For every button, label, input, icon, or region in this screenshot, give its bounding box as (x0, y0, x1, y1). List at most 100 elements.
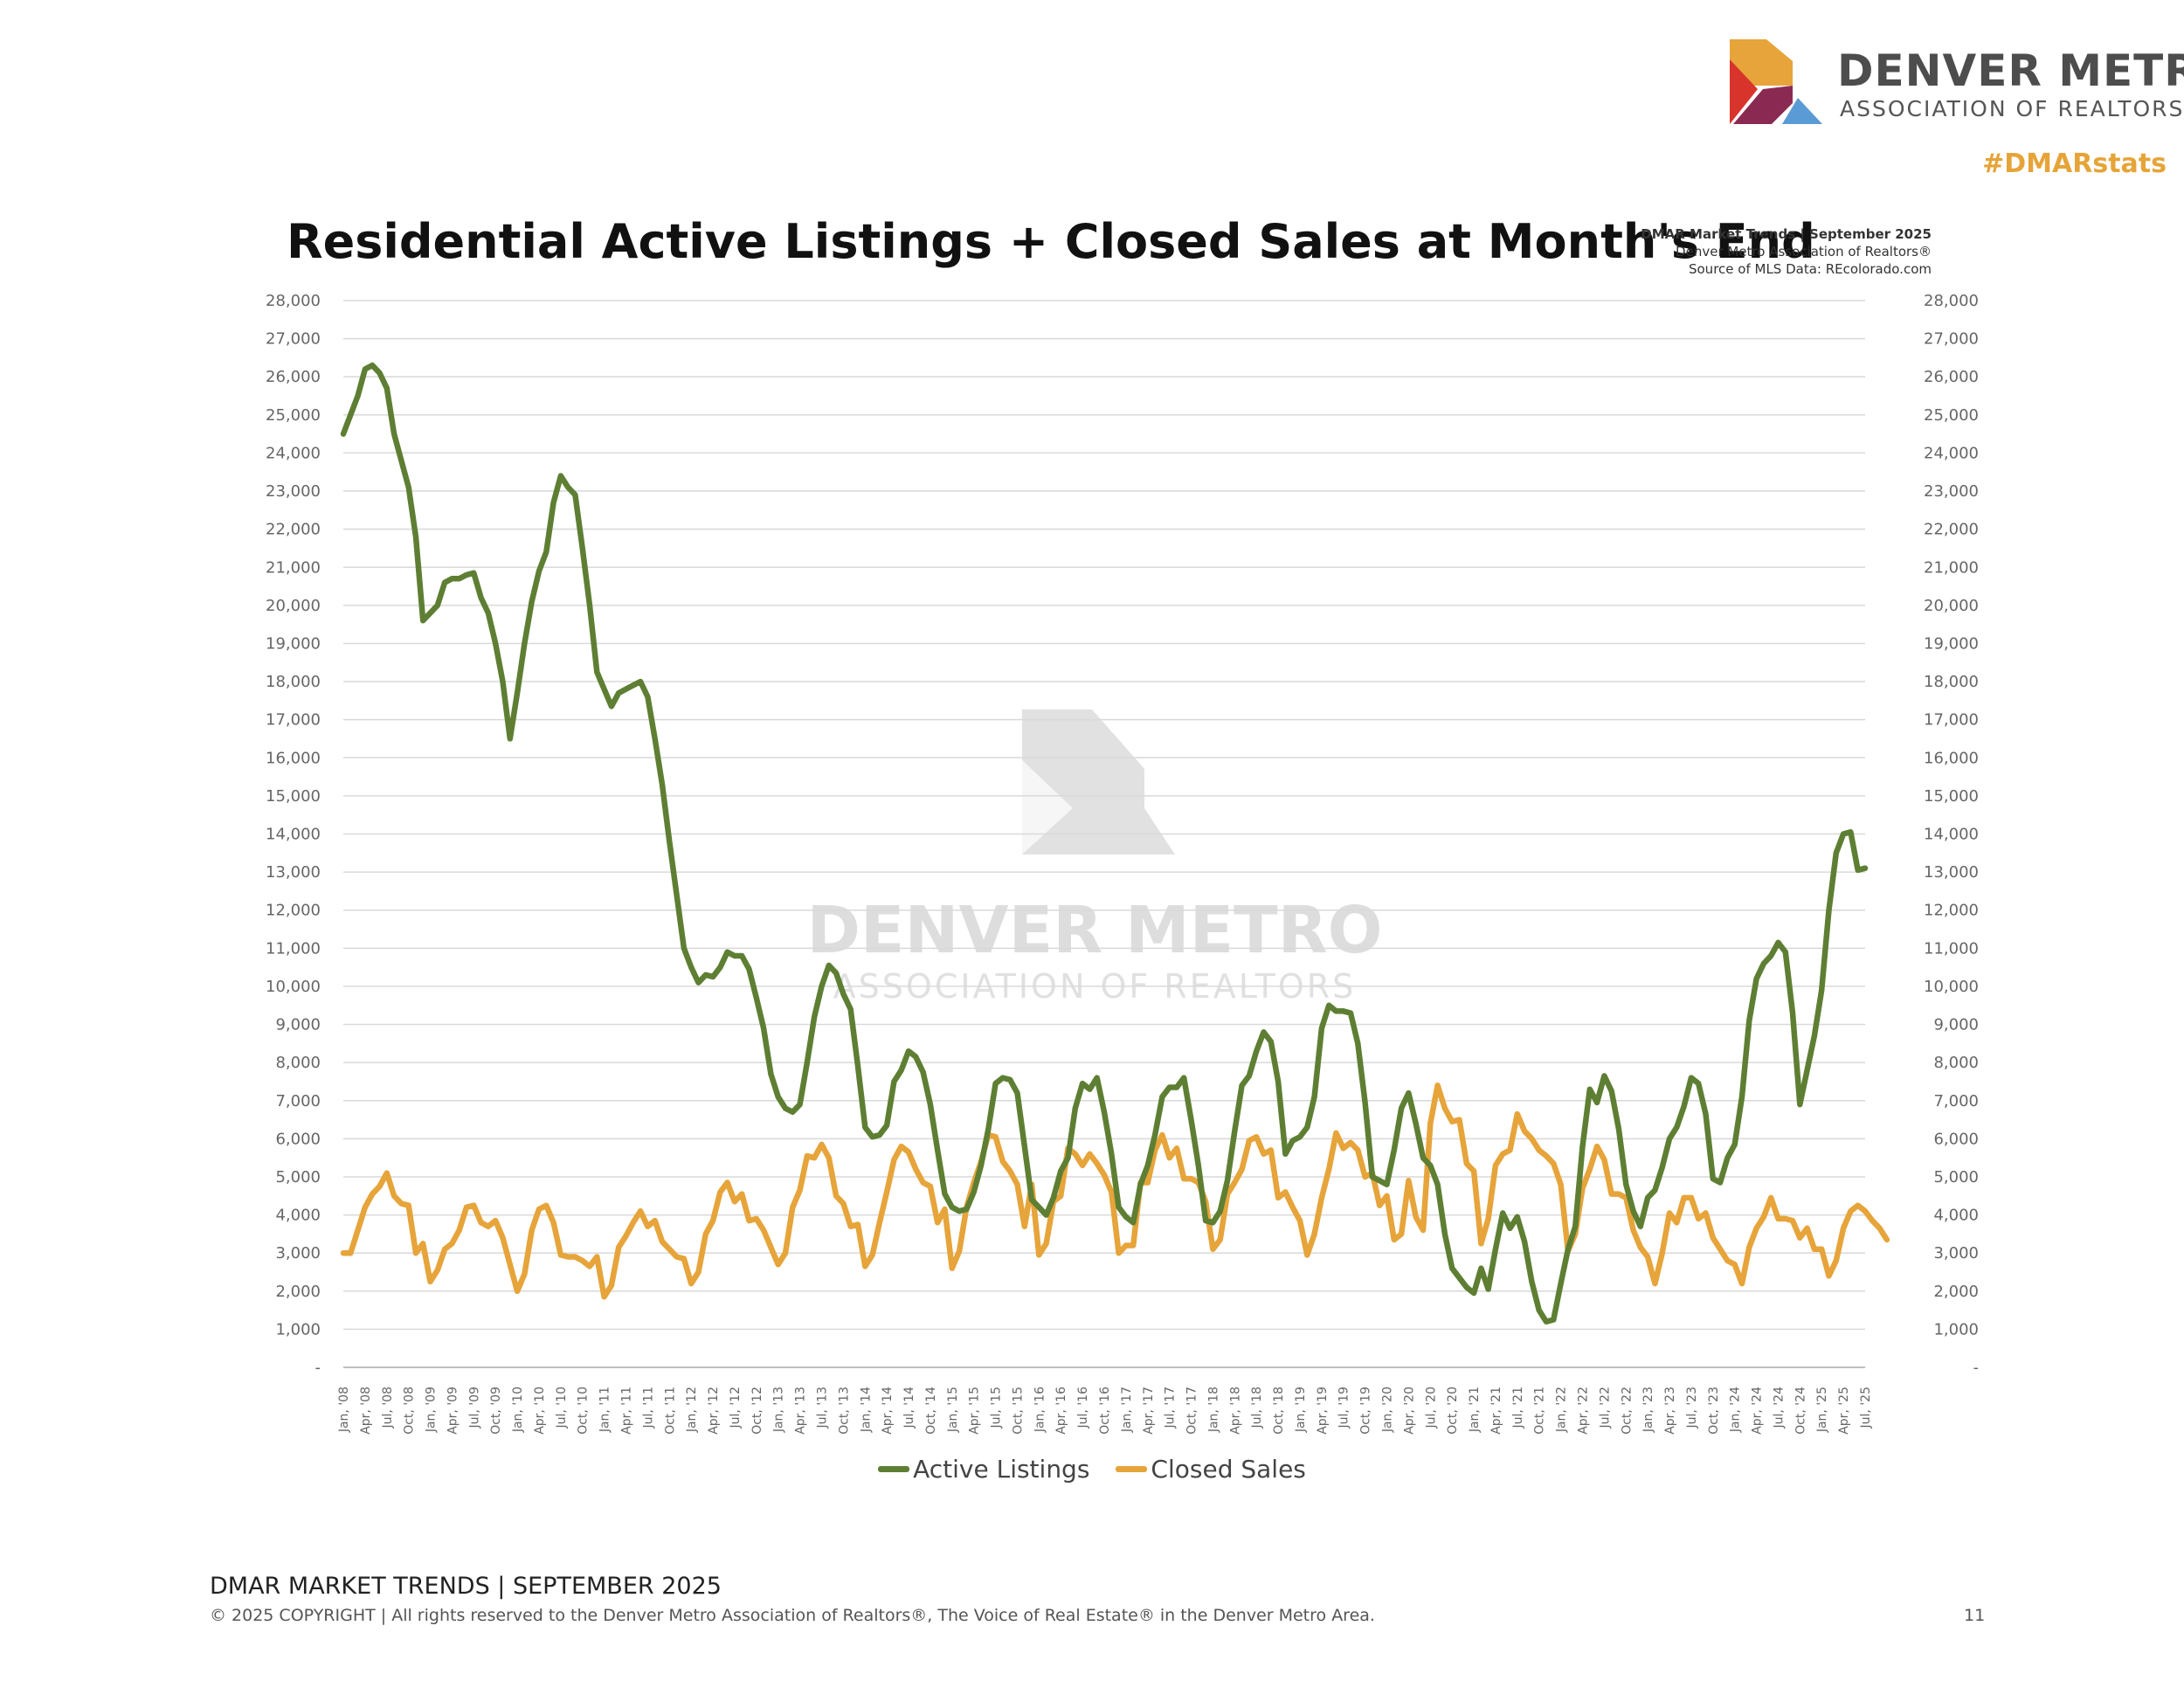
legend-label-active: Active Listings (913, 1455, 1090, 1484)
x-tick-label: Jan, '09 (425, 1387, 439, 1433)
x-axis: Jan, '08 Apr, '08 Jul, '08 Oct, '08 Jan, '09… (337, 1387, 1873, 1435)
x-tick-label: Apr, '17 (1142, 1387, 1156, 1435)
y-tick-label-right: 10,000 (1924, 978, 1979, 996)
y-tick-label-right: 23,000 (1924, 482, 1979, 501)
y-tick-label-left: 10,000 (266, 978, 321, 996)
x-tick-label: Apr, '15 (968, 1387, 982, 1435)
x-tick-label: Jul, '24 (1772, 1387, 1786, 1429)
y-tick-label-right: 15,000 (1924, 787, 1979, 806)
y-tick-label-right: 16,000 (1924, 749, 1979, 767)
legend-label-closed: Closed Sales (1151, 1455, 1306, 1484)
y-tick-label-right: 22,000 (1924, 521, 1979, 539)
x-tick-label: Jan, '15 (946, 1387, 960, 1433)
x-tick-label: Jul, '23 (1685, 1387, 1699, 1429)
y-tick-label-right: 13,000 (1924, 863, 1979, 882)
y-tick-label-left: 24,000 (266, 444, 321, 462)
source-line-1: DMAR Market Trends | September 2025 (1641, 226, 1932, 242)
x-tick-label: Oct, '22 (1620, 1387, 1634, 1435)
dmar-logo (1730, 39, 1822, 124)
x-tick-label: Jul, '22 (1598, 1387, 1612, 1429)
y-tick-label-left: 18,000 (266, 673, 321, 691)
y-tick-label-right: 9,000 (1933, 1016, 1979, 1034)
y-tick-label-left: 27,000 (266, 330, 321, 349)
y-tick-label-left: 6,000 (275, 1130, 321, 1148)
y-tick-label-right: 20,000 (1924, 597, 1979, 615)
y-tick-label-right: - (1973, 1359, 1980, 1377)
x-tick-label: Jan, '23 (1641, 1387, 1655, 1433)
y-tick-label-left: 22,000 (266, 521, 321, 539)
x-tick-label: Oct, '21 (1533, 1387, 1547, 1435)
legend: Active Listings Closed Sales (0, 1455, 2184, 1484)
watermark-logo-cut (1022, 760, 1073, 854)
footer-copyright: © 2025 COPYRIGHT | All rights reserved t… (210, 1606, 1375, 1625)
legend-swatch-closed (1116, 1466, 1148, 1472)
y-tick-label-right: 27,000 (1924, 330, 1979, 349)
y-tick-label-right: 11,000 (1924, 939, 1979, 958)
x-tick-label: Jan, '13 (772, 1387, 786, 1433)
y-tick-label-right: 3,000 (1933, 1244, 1979, 1263)
source-line-3: Source of MLS Data: REcolorado.com (1688, 261, 1932, 277)
y-tick-label-right: 24,000 (1924, 444, 1979, 462)
y-tick-label-right: 14,000 (1924, 826, 1979, 844)
logo-red-shape (1730, 59, 1758, 124)
y-tick-label-left: 4,000 (275, 1207, 321, 1225)
x-tick-label: Apr, '13 (794, 1387, 808, 1435)
y-tick-label-right: 4,000 (1933, 1207, 1979, 1225)
x-tick-label: Oct, '17 (1185, 1387, 1199, 1435)
y-tick-label-left: 13,000 (266, 863, 321, 882)
gridlines (343, 300, 1865, 1368)
chart-title: Residential Active Listings + Closed Sal… (287, 214, 1815, 269)
x-tick-label: Apr, '12 (707, 1387, 721, 1435)
x-tick-label: Jul, '10 (555, 1387, 569, 1429)
hashtag: #DMARstats (1982, 149, 2167, 179)
x-tick-label: Jul, '13 (815, 1387, 829, 1429)
x-tick-label: Jul, '20 (1424, 1387, 1438, 1429)
x-tick-label: Oct, '16 (1098, 1387, 1112, 1435)
logo-blue-shape (1782, 98, 1822, 124)
x-tick-label: Apr, '08 (359, 1387, 373, 1435)
x-tick-label: Jul, '14 (902, 1387, 916, 1429)
x-tick-label: Jul, '17 (1164, 1387, 1178, 1429)
y-axis-right: - 1,000 2,000 3,000 4,000 5,000 6,000 7,000 8,00… (1924, 292, 1979, 1377)
y-tick-label-left: 17,000 (266, 711, 321, 730)
series-line-closed-sales (340, 1083, 1890, 1300)
logo-orange-shape (1730, 39, 1793, 86)
x-tick-label: Jul, '15 (990, 1387, 1004, 1429)
y-tick-label-left: 9,000 (275, 1016, 321, 1034)
x-tick-label: Apr, '11 (620, 1387, 634, 1435)
y-tick-label-right: 7,000 (1933, 1092, 1979, 1110)
y-tick-label-right: 1,000 (1933, 1320, 1979, 1339)
x-tick-label: Apr, '23 (1663, 1387, 1677, 1435)
x-tick-label: Jan, '14 (859, 1387, 873, 1433)
y-tick-label-right: 6,000 (1933, 1130, 1979, 1148)
x-tick-label: Oct, '10 (577, 1387, 591, 1435)
x-tick-label: Jul, '08 (381, 1387, 395, 1429)
x-tick-label: Apr, '09 (446, 1387, 460, 1435)
chart-source-note: DMAR Market Trends | September 2025 Denv… (1641, 225, 1932, 278)
x-tick-label: Oct, '18 (1272, 1387, 1286, 1435)
x-tick-label: Oct, '09 (489, 1387, 503, 1435)
y-tick-label-right: 26,000 (1924, 368, 1979, 386)
logo-purple-shape (1733, 86, 1793, 124)
x-tick-label: Apr, '14 (881, 1387, 895, 1435)
legend-item-closed-sales: Closed Sales (1116, 1455, 1306, 1484)
x-tick-label: Jul, '21 (1511, 1387, 1525, 1429)
y-tick-label-left: 12,000 (266, 902, 321, 920)
y-tick-label-right: 28,000 (1924, 292, 1979, 310)
y-tick-label-left: 23,000 (266, 482, 321, 501)
series-group (340, 362, 1890, 1325)
x-tick-label: Jul, '25 (1859, 1387, 1873, 1429)
x-tick-label: Oct, '11 (663, 1387, 677, 1435)
x-tick-label: Jul, '11 (641, 1387, 655, 1429)
x-tick-label: Jul, '12 (729, 1387, 743, 1429)
y-tick-label-left: 2,000 (275, 1283, 321, 1301)
x-tick-label: Jul, '19 (1337, 1387, 1351, 1429)
x-tick-label: Jan, '17 (1120, 1387, 1134, 1433)
x-tick-label: Apr, '16 (1054, 1387, 1068, 1435)
x-tick-label: Jan, '10 (511, 1387, 525, 1433)
x-tick-label: Oct, '08 (403, 1387, 417, 1435)
x-tick-label: Oct, '23 (1707, 1387, 1721, 1435)
x-tick-label: Oct, '19 (1359, 1387, 1373, 1435)
y-tick-label-right: 21,000 (1924, 558, 1979, 577)
y-tick-label-left: 7,000 (275, 1092, 321, 1110)
